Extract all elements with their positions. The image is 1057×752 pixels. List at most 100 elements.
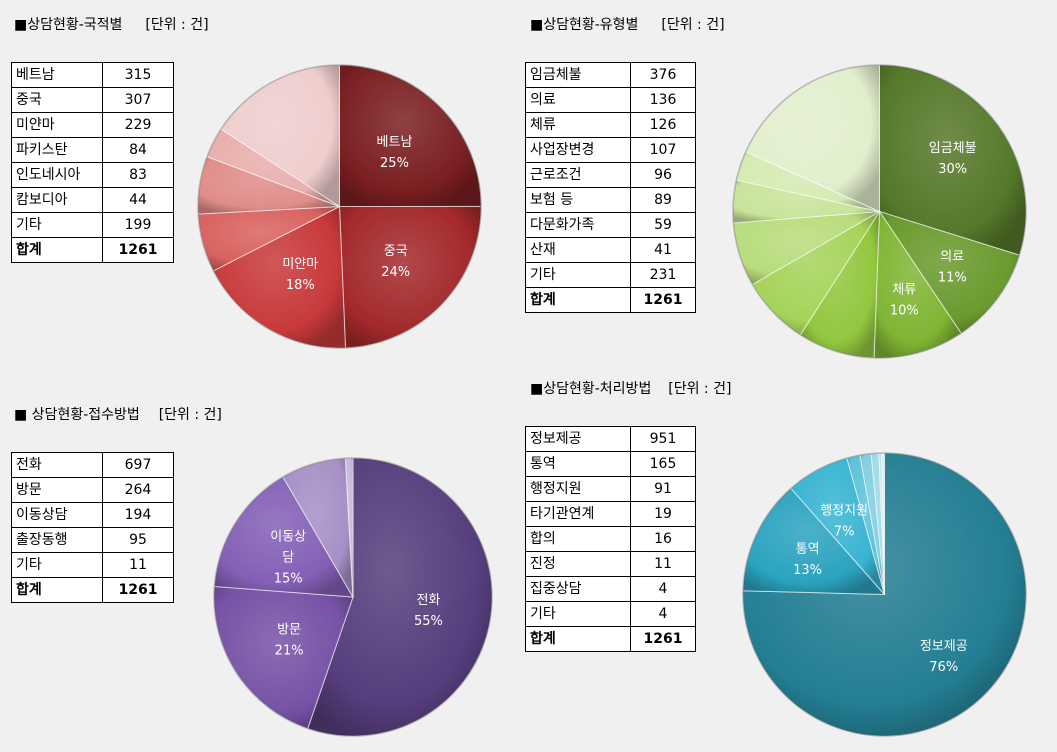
table-row: 임금체불 376: [525, 62, 696, 88]
row-label: 임금체불: [525, 62, 631, 88]
row-label: 중국: [11, 87, 103, 113]
row-label: 파키스탄: [11, 137, 103, 163]
row-label: 캄보디아: [11, 187, 103, 213]
slice-label-line: 미얀마: [282, 257, 318, 272]
row-value: 315: [102, 62, 174, 88]
pie-slice: [742, 487, 886, 596]
row-value: 1261: [102, 577, 174, 603]
table-row: 집중상담 4: [525, 576, 696, 602]
row-label: 합계: [11, 237, 103, 263]
slice-label-line: 76%: [929, 660, 958, 675]
table-row: 베트남 315: [11, 62, 174, 88]
row-label: 이동상담: [11, 502, 103, 528]
row-label: 근로조건: [525, 162, 631, 188]
pie-slice: [881, 452, 885, 595]
row-value: 16: [630, 526, 696, 552]
row-value: 231: [630, 262, 696, 288]
row-label: 베트남: [11, 62, 103, 88]
row-label: 통역: [525, 451, 631, 477]
row-label: 진정: [525, 551, 631, 577]
slice-label-line: 담: [282, 550, 294, 565]
chart-title-intake: ■ 상담현황-접수방법 [단위 : 건]: [14, 404, 222, 424]
table-row: 정보제공 951: [525, 426, 696, 452]
slice-label: 방문 21%: [275, 623, 304, 659]
pie-slice: [307, 457, 493, 737]
row-label: 기타: [11, 212, 103, 238]
table-row: 진정 11: [525, 551, 696, 577]
row-label: 체류: [525, 112, 631, 138]
row-label: 출장동행: [11, 527, 103, 553]
pie-rim: [197, 64, 482, 349]
pie-slice: [873, 209, 962, 359]
row-value: 89: [630, 187, 696, 213]
table-row: 전화 697: [11, 452, 174, 478]
slice-label-line: 13%: [793, 563, 822, 578]
row-label: 합계: [525, 287, 631, 313]
slice-label-line: 체류: [892, 282, 916, 297]
pie-slice: [339, 64, 482, 208]
pie-slice: [338, 205, 482, 349]
title-text: ■ 상담현황-접수방법: [14, 407, 140, 423]
data-table-type: 임금체불 376 의료 136 체류 126 사업장변경 107 근로조건 96 보험 등 89 다문화…: [525, 62, 696, 313]
table-row: 타기관연계 19: [525, 501, 696, 527]
table-row: 기타 11: [11, 552, 174, 578]
row-value: 697: [102, 452, 174, 478]
row-label: 사업장변경: [525, 137, 631, 163]
row-label: 정보제공: [525, 426, 631, 452]
row-label: 인도네시아: [11, 162, 103, 188]
pie-rim: [213, 457, 493, 737]
table-row: 행정지원 91: [525, 476, 696, 502]
table-row: 파키스탄 84: [11, 137, 174, 163]
pie-chart-type: 임금체불 30% 의료 11% 체류 10%: [732, 64, 1027, 359]
table-row: 통역 165: [525, 451, 696, 477]
row-value: 11: [630, 551, 696, 577]
slice-label-line: 24%: [381, 265, 410, 280]
slice-label-line: 통역: [796, 542, 820, 557]
pie-slice: [745, 64, 880, 213]
pie-slice: [878, 210, 1020, 334]
slice-label-line: 10%: [890, 303, 919, 318]
table-row: 보험 등 89: [525, 187, 696, 213]
slice-label-line: 25%: [380, 156, 409, 171]
slice-label-line: 21%: [275, 644, 304, 659]
slice-label-line: 11%: [938, 270, 967, 285]
table-total-row: 합계 1261: [525, 626, 696, 652]
pie-slice: [212, 205, 347, 349]
slice-label-line: 15%: [274, 571, 303, 586]
title-text: ■상담현황-처리방법: [530, 381, 652, 397]
row-value: 264: [102, 477, 174, 503]
data-table-resolution: 정보제공 951 통역 165 행정지원 91 타기관연계 19 합의 16 진정 11 집중상담 4 기타…: [525, 426, 696, 652]
pie-chart-resolution: 정보제공 76% 통역 13% 행정지원 7%: [742, 452, 1027, 737]
row-value: 44: [102, 187, 174, 213]
row-label: 전화: [11, 452, 103, 478]
unit-text: [단위 : 건]: [661, 17, 725, 33]
slice-label-line: 18%: [286, 278, 315, 293]
slice-label-line: 이동상: [270, 529, 306, 544]
table-row: 다문화가족 59: [525, 212, 696, 238]
row-value: 307: [102, 87, 174, 113]
table-row: 기타 231: [525, 262, 696, 288]
pie-chart-nationality: 베트남 25% 중국 24% 미얀마 18%: [197, 64, 482, 349]
table-row: 방문 264: [11, 477, 174, 503]
table-row: 합의 16: [525, 526, 696, 552]
row-value: 11: [102, 552, 174, 578]
row-label: 합계: [525, 626, 631, 652]
row-label: 집중상담: [525, 576, 631, 602]
unit-text: [단위 : 건]: [145, 17, 209, 33]
slice-label-line: 7%: [834, 524, 855, 539]
row-value: 107: [630, 137, 696, 163]
pie-chart-intake: 전화 55% 방문 21% 이동상 담 15%: [213, 457, 493, 737]
pie-slice: [213, 476, 354, 598]
row-value: 1261: [102, 237, 174, 263]
slice-label: 정보제공 76%: [920, 639, 968, 675]
pie-slice: [344, 457, 354, 598]
row-value: 229: [102, 112, 174, 138]
slice-label: 미얀마 18%: [282, 257, 318, 293]
row-label: 타기관연계: [525, 501, 631, 527]
table-row: 출장동행 95: [11, 527, 174, 553]
row-value: 59: [630, 212, 696, 238]
row-label: 행정지원: [525, 476, 631, 502]
pie-slice: [742, 452, 1027, 737]
chart-title-type: ■상담현황-유형별 [단위 : 건]: [530, 14, 725, 34]
table-row: 사업장변경 107: [525, 137, 696, 163]
